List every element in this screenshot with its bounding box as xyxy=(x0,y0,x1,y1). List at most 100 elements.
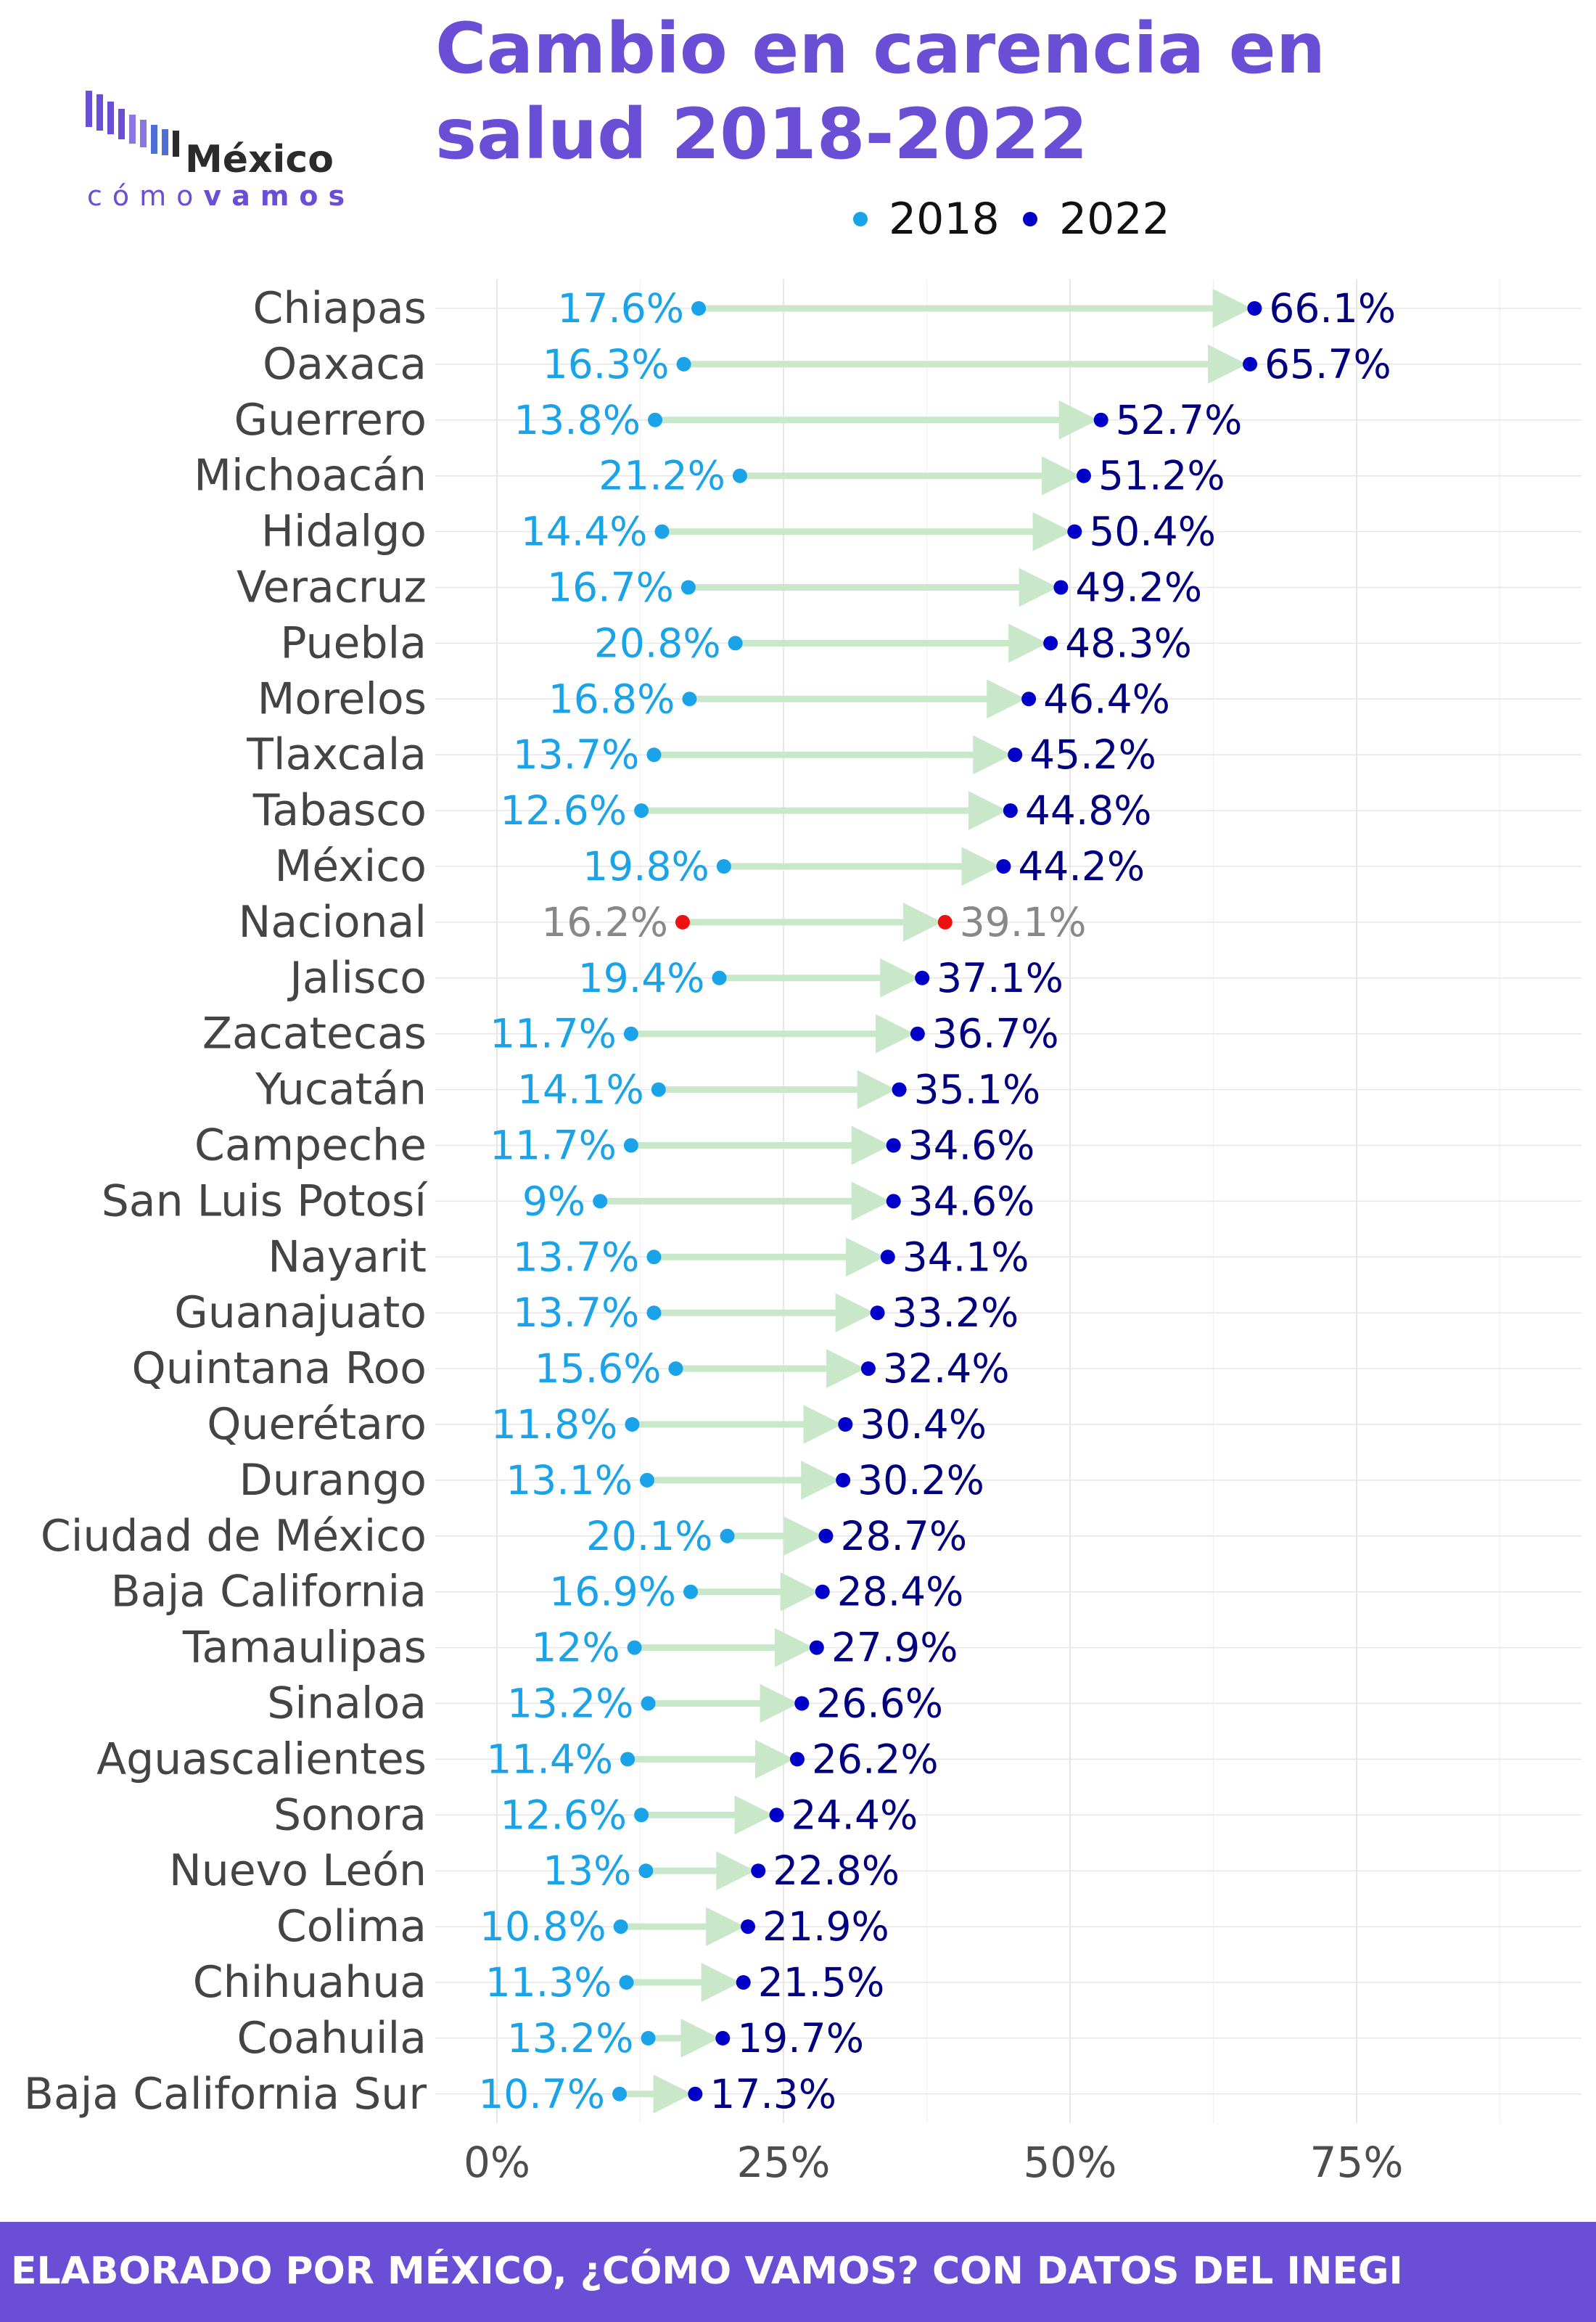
category-label: Nayarit xyxy=(268,1231,427,1282)
point-2022 xyxy=(688,2086,703,2101)
data-label-2022: 21.5% xyxy=(758,1959,885,2006)
legend-label-2018: 2018 xyxy=(889,194,1000,245)
point-2018 xyxy=(646,1250,662,1265)
point-2022 xyxy=(1003,803,1018,819)
data-label-2022: 36.7% xyxy=(932,1011,1059,1057)
x-tick-label: 50% xyxy=(1024,2138,1117,2187)
data-label-2018: 16.7% xyxy=(547,565,674,611)
point-2022 xyxy=(870,1305,885,1321)
point-2018 xyxy=(712,970,727,985)
point-2022 xyxy=(996,859,1011,874)
point-2018 xyxy=(613,1919,628,1935)
data-label-2022: 22.8% xyxy=(773,1847,900,1894)
point-2018 xyxy=(691,301,707,316)
data-label-2018: 11.8% xyxy=(491,1401,618,1448)
point-2022 xyxy=(836,1472,851,1488)
data-label-2018: 13.7% xyxy=(513,731,640,778)
bar-chart-logo-icon xyxy=(86,91,179,157)
category-label: Baja California xyxy=(111,1567,427,1617)
point-2022 xyxy=(736,1975,751,1990)
category-label: México xyxy=(274,841,427,892)
point-2022 xyxy=(1067,524,1082,539)
point-2018 xyxy=(646,1305,662,1321)
category-label: Tamaulipas xyxy=(182,1622,427,1673)
point-2018 xyxy=(651,1082,666,1097)
point-2022 xyxy=(838,1417,853,1432)
data-label-2018: 9% xyxy=(522,1178,585,1224)
data-label-2022: 45.2% xyxy=(1029,731,1156,778)
point-2018 xyxy=(668,1361,683,1377)
data-label-2022: 66.1% xyxy=(1269,285,1396,332)
point-2022 xyxy=(1053,580,1069,595)
legend: 2018 2022 xyxy=(853,194,1170,245)
point-2018 xyxy=(625,1417,640,1432)
data-label-2018: 12.6% xyxy=(500,1792,627,1838)
point-2022 xyxy=(1076,468,1091,483)
data-label-2022: 27.9% xyxy=(831,1625,958,1671)
category-label: Coahuila xyxy=(236,2013,427,2064)
footer-banner: ELABORADO POR MÉXICO, ¿CÓMO VAMOS? CON D… xyxy=(0,2222,1596,2322)
category-label: Tabasco xyxy=(252,785,427,836)
point-2018 xyxy=(716,859,731,874)
point-2018 xyxy=(675,914,690,930)
category-label: Oaxaca xyxy=(263,339,427,390)
category-label: Ciudad de México xyxy=(41,1511,427,1562)
data-label-2018: 16.3% xyxy=(543,341,670,387)
dumbbell-chart: 2018 2022 Chiapas 17.6% 66.1% Oaxaca 16.3% 65.… xyxy=(24,194,1581,2187)
data-label-2022: 46.4% xyxy=(1043,676,1170,722)
category-label: Yucatán xyxy=(255,1064,427,1115)
data-marks: Chiapas 17.6% 66.1% Oaxaca 16.3% 65.7% Guerrer… xyxy=(24,283,1396,2120)
point-2018 xyxy=(639,1472,654,1488)
category-label: Guerrero xyxy=(234,395,427,446)
point-2022 xyxy=(751,1863,766,1879)
chart-title-line-1: Cambio en carencia en xyxy=(435,8,1326,89)
data-label-2018: 16.9% xyxy=(549,1569,676,1615)
point-2022 xyxy=(880,1250,895,1265)
data-label-2022: 39.1% xyxy=(960,899,1087,945)
legend-swatch-2018 xyxy=(853,212,868,226)
data-label-2022: 26.6% xyxy=(816,1681,943,1727)
data-label-2022: 44.8% xyxy=(1025,787,1152,834)
point-2018 xyxy=(646,747,662,763)
point-2018 xyxy=(676,356,691,372)
legend-swatch-2022 xyxy=(1023,212,1037,226)
data-label-2022: 48.3% xyxy=(1065,620,1192,666)
point-2018 xyxy=(683,1584,699,1599)
category-label: Sinaloa xyxy=(267,1678,427,1729)
point-2018 xyxy=(627,1640,642,1655)
data-label-2018: 17.6% xyxy=(557,285,684,332)
point-2018 xyxy=(648,412,663,427)
point-2018 xyxy=(593,1194,608,1209)
data-label-2022: 30.4% xyxy=(860,1401,987,1448)
data-label-2022: 51.2% xyxy=(1098,453,1225,499)
data-label-2018: 13.2% xyxy=(507,2015,634,2062)
point-2022 xyxy=(1008,747,1023,763)
data-label-2018: 10.8% xyxy=(480,1903,606,1950)
point-2022 xyxy=(915,970,930,985)
data-label-2018: 11.3% xyxy=(485,1959,612,2006)
point-2022 xyxy=(1093,412,1108,427)
data-label-2018: 13% xyxy=(543,1847,631,1894)
data-label-2022: 33.2% xyxy=(892,1289,1019,1336)
category-label: Quintana Roo xyxy=(131,1343,427,1394)
brand-logo: México cómovamos xyxy=(83,87,359,212)
logo-tagline: cómovamos xyxy=(87,180,355,212)
data-label-2022: 30.2% xyxy=(857,1457,984,1503)
x-tick-label: 25% xyxy=(737,2138,831,2187)
data-label-2018: 14.4% xyxy=(521,509,648,555)
category-label: Querétaro xyxy=(207,1399,427,1450)
point-2018 xyxy=(720,1528,735,1543)
data-label-2022: 19.7% xyxy=(737,2015,864,2062)
data-label-2022: 26.2% xyxy=(812,1736,939,1782)
data-label-2022: 52.7% xyxy=(1116,397,1243,443)
data-label-2018: 13.8% xyxy=(514,397,641,443)
point-2018 xyxy=(638,1863,654,1879)
category-label: Hidalgo xyxy=(261,506,427,557)
data-label-2018: 19.8% xyxy=(583,843,709,890)
data-label-2022: 21.9% xyxy=(762,1903,889,1950)
point-2022 xyxy=(794,1696,810,1711)
data-label-2018: 12% xyxy=(531,1625,620,1671)
category-label: Chiapas xyxy=(253,283,427,334)
data-label-2022: 34.6% xyxy=(908,1123,1035,1169)
data-label-2018: 11.4% xyxy=(486,1736,613,1782)
